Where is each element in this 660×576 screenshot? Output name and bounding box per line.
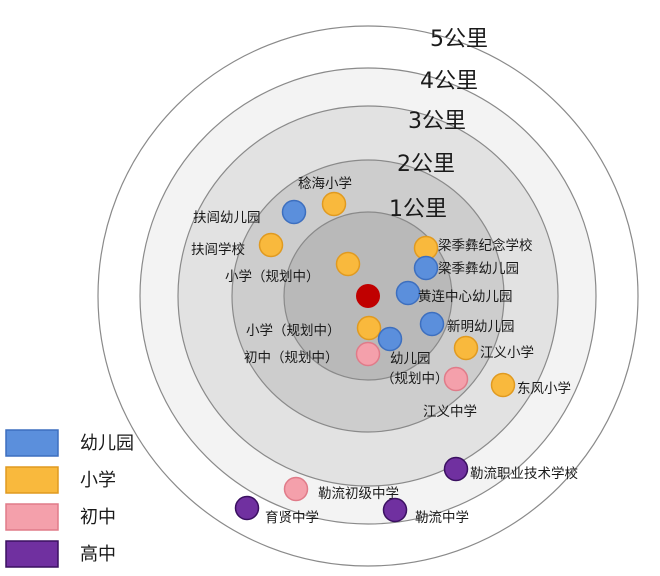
poi-label: 东风小学	[517, 381, 571, 397]
poi-label: 育贤中学	[265, 510, 319, 526]
poi-marker	[382, 497, 408, 523]
ring-label: 4公里	[420, 69, 478, 94]
poi-marker	[283, 476, 309, 502]
legend-swatch-senior	[5, 540, 59, 568]
poi-primary: 东风小学	[490, 372, 571, 398]
poi-label: 勒流职业技术学校	[470, 465, 578, 482]
poi-marker	[335, 251, 361, 277]
poi-marker	[443, 456, 469, 482]
poi-marker	[443, 366, 469, 392]
poi-kindergarten: 幼儿园（规划中）	[377, 326, 449, 387]
poi-marker	[413, 255, 439, 281]
poi-label: 梁季彝纪念学校	[438, 237, 533, 254]
poi-junior: 初中（规划中）	[244, 341, 381, 367]
poi-marker	[234, 495, 260, 521]
poi-junior: 勒流初级中学	[283, 476, 399, 502]
poi-marker	[258, 232, 284, 258]
poi-label: 江义小学	[480, 345, 534, 361]
poi-marker	[355, 341, 381, 367]
ring-label: 1公里	[389, 197, 447, 222]
poi-label: 勒流初级中学	[318, 485, 399, 502]
ring-labels-layer: 5公里 4公里 3公里 2公里 1公里	[389, 27, 488, 222]
poi-marker	[395, 280, 421, 306]
poi-label: 梁季彝幼儿园	[438, 261, 519, 277]
poi-label: 黄连中心幼儿园	[418, 289, 513, 305]
poi-kindergarten: 扶闾幼儿园	[193, 199, 307, 226]
poi-primary: 稔海小学	[298, 176, 352, 217]
legend-label-kindergarten: 幼儿园	[80, 433, 134, 454]
poi-primary: 扶闾学校	[191, 232, 284, 258]
legend-swatch-junior	[5, 503, 59, 531]
poi-label: 扶闾幼儿园	[193, 210, 261, 226]
ring-label: 3公里	[408, 109, 466, 134]
legend-swatch-kindergarten	[5, 429, 59, 457]
poi-marker	[453, 335, 479, 361]
ring-label: 5公里	[430, 27, 488, 52]
poi-label: 新明幼儿园	[447, 319, 515, 335]
poi-kindergarten: 黄连中心幼儿园	[395, 280, 513, 306]
poi-marker	[419, 311, 445, 337]
poi-label: 小学（规划中）	[225, 269, 320, 285]
legend-label-primary: 小学	[80, 470, 116, 491]
legend-label-senior: 高中	[80, 544, 116, 565]
poi-label: 稔海小学	[298, 176, 352, 192]
poi-primary: 梁季彝纪念学校	[413, 235, 533, 261]
poi-label: 幼儿园（规划中）	[381, 351, 449, 387]
poi-label: 扶闾学校	[191, 241, 245, 258]
center-point	[356, 284, 380, 308]
poi-senior: 勒流中学	[382, 497, 469, 526]
poi-kindergarten: 梁季彝幼儿园	[413, 255, 519, 281]
poi-marker	[321, 191, 347, 217]
poi-junior: 江义中学	[423, 366, 477, 420]
ring-label: 2公里	[397, 152, 455, 177]
poi-primary: 小学（规划中）	[225, 251, 361, 285]
poi-senior: 勒流职业技术学校	[443, 456, 578, 482]
poi-label: 江义中学	[423, 404, 477, 420]
poi-marker	[281, 199, 307, 225]
poi-senior: 育贤中学	[234, 495, 319, 526]
poi-primary: 小学（规划中）	[246, 315, 382, 341]
poi-primary: 江义小学	[453, 335, 534, 361]
legend-label-junior: 初中	[80, 507, 116, 528]
poi-label: 初中（规划中）	[244, 349, 339, 366]
poi-label: 勒流中学	[415, 510, 469, 526]
poi-marker	[356, 315, 382, 341]
poi-kindergarten: 新明幼儿园	[419, 311, 515, 337]
poi-marker	[490, 372, 516, 398]
poi-label: 小学（规划中）	[246, 323, 341, 339]
legend-swatch-primary	[5, 466, 59, 494]
poi-marker	[377, 326, 403, 352]
